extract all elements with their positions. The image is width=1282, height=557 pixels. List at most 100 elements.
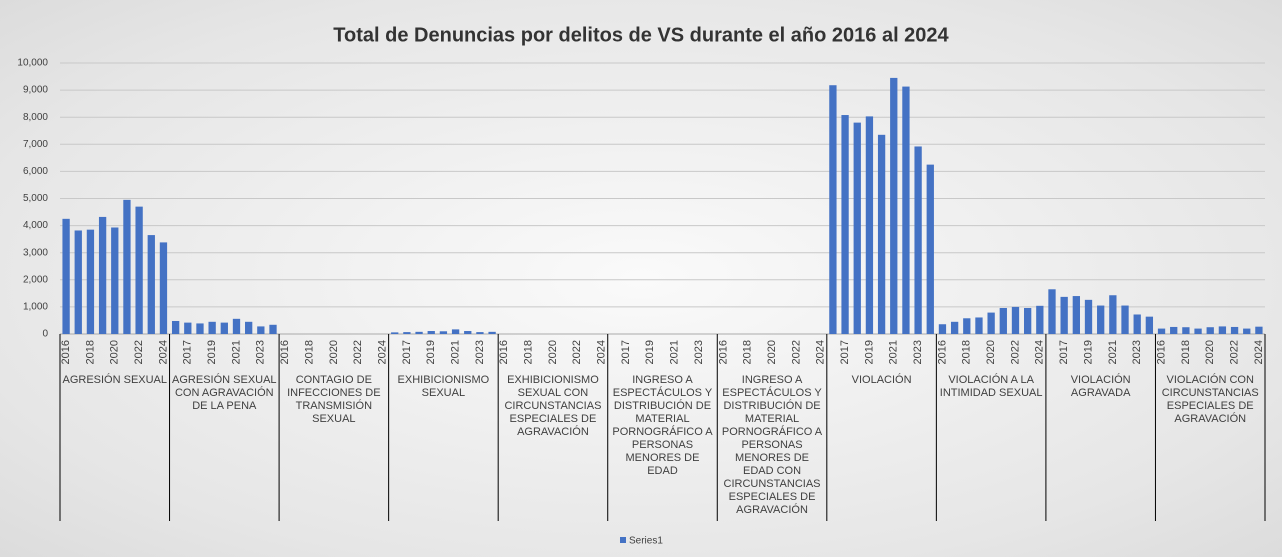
group-label: AGRESIÓN SEXUAL CON AGRAVACIÓN DE LA PEN… — [172, 374, 277, 412]
group-label: INGRESO A ESPECTÁCULOS Y DISTRIBUCIÓN DE… — [612, 374, 713, 477]
y-tick-label: 4,000 — [23, 220, 48, 231]
bar — [1145, 316, 1154, 334]
bar — [853, 122, 861, 335]
x-tick-label: 2022 — [1009, 340, 1021, 364]
bar — [1121, 305, 1129, 334]
bar — [439, 331, 448, 334]
x-tick-label: 2018 — [1180, 340, 1192, 364]
bar — [1182, 327, 1190, 334]
x-tick-label: 2024 — [815, 340, 827, 364]
bar — [245, 321, 253, 334]
x-tick-label: 2016 — [60, 340, 72, 364]
x-tick-label: 2022 — [352, 340, 364, 364]
bar — [123, 199, 131, 334]
bar — [1157, 328, 1166, 334]
x-tick-label: 2016 — [936, 340, 948, 364]
x-tick-label: 2019 — [425, 340, 437, 364]
group-label: VIOLACIÓN CON CIRCUNSTANCIAS ESPECIALES … — [1161, 374, 1259, 425]
bar — [464, 331, 472, 334]
x-tick-label: 2016 — [498, 340, 510, 364]
x-tick-label: 2018 — [742, 340, 754, 364]
y-tick-label: 1,000 — [23, 302, 48, 313]
bar — [257, 326, 265, 334]
x-tick-label: 2020 — [328, 340, 340, 364]
x-tick-label: 2020 — [547, 340, 559, 364]
x-tick-label: 2017 — [401, 340, 413, 364]
y-tick-label: 3,000 — [23, 247, 48, 258]
x-tick-label: 2024 — [376, 340, 388, 364]
bar — [62, 218, 70, 334]
bar — [1230, 326, 1239, 334]
y-tick-label: 9,000 — [23, 85, 48, 96]
chart-title: Total de Denuncias por delitos de VS dur… — [333, 24, 949, 46]
x-tick-label: 2017 — [1058, 340, 1070, 364]
bar — [1243, 328, 1251, 334]
x-tick-label: 2022 — [1228, 340, 1240, 364]
x-tick-label: 2022 — [571, 340, 583, 364]
bar — [963, 318, 971, 334]
bar — [135, 206, 143, 334]
y-tick-label: 10,000 — [17, 58, 48, 69]
bar — [914, 146, 922, 334]
bar — [451, 329, 460, 334]
bar — [841, 115, 849, 334]
bar — [1255, 326, 1263, 334]
bar — [488, 331, 496, 334]
bar — [1218, 326, 1227, 334]
bar — [220, 322, 228, 334]
group-label: AGRESIÓN SEXUAL — [62, 374, 168, 386]
x-tick-label: 2016 — [279, 340, 291, 364]
x-tick-label: 2022 — [790, 340, 802, 364]
bar — [208, 321, 216, 334]
x-tick-label: 2024 — [1253, 340, 1265, 364]
bar — [987, 312, 995, 334]
y-tick-label: 5,000 — [23, 193, 48, 204]
x-tick-label: 2018 — [961, 340, 973, 364]
x-tick-label: 2023 — [1131, 340, 1143, 364]
x-tick-label: 2020 — [985, 340, 997, 364]
x-tick-label: 2016 — [717, 340, 729, 364]
x-tick-label: 2019 — [644, 340, 656, 364]
x-tick-label: 2019 — [1082, 340, 1094, 364]
bar — [1170, 326, 1178, 334]
x-tick-label: 2016 — [1155, 340, 1167, 364]
x-tick-label: 2023 — [912, 340, 924, 364]
bar — [1036, 305, 1044, 334]
x-tick-label: 2024 — [157, 340, 169, 364]
bar — [1097, 305, 1105, 334]
x-tick-label: 2023 — [255, 340, 267, 364]
bar — [877, 134, 886, 334]
y-tick-label: 2,000 — [23, 274, 48, 285]
bar — [159, 242, 168, 334]
x-tick-label: 2024 — [596, 340, 608, 364]
bar — [171, 320, 180, 334]
group-label: CONTAGIO DE INFECCIONES DE TRANSMISIÓN S… — [287, 374, 381, 425]
bar — [147, 235, 155, 334]
bar — [184, 322, 192, 334]
legend-swatch — [620, 537, 626, 543]
bar — [938, 324, 947, 334]
bar — [415, 331, 423, 334]
x-tick-label: 2020 — [109, 340, 121, 364]
x-tick-label: 2021 — [230, 340, 242, 364]
bar — [829, 85, 837, 334]
x-tick-label: 2024 — [1034, 340, 1046, 364]
bar — [196, 323, 204, 334]
bar — [476, 332, 484, 334]
bar — [902, 86, 910, 335]
x-tick-label: 2020 — [766, 340, 778, 364]
bar — [999, 307, 1007, 334]
x-tick-label: 2018 — [523, 340, 535, 364]
y-tick-label: 7,000 — [23, 139, 48, 150]
bar — [1011, 306, 1020, 334]
group-label: INGRESO A ESPECTÁCULOS Y DISTRIBUCIÓN DE… — [721, 374, 823, 516]
bar — [111, 227, 119, 334]
bar — [232, 318, 241, 334]
bar — [391, 332, 399, 334]
x-tick-label: 2017 — [620, 340, 632, 364]
x-tick-label: 2021 — [888, 340, 900, 364]
bar — [1048, 289, 1056, 334]
bar — [269, 324, 277, 334]
